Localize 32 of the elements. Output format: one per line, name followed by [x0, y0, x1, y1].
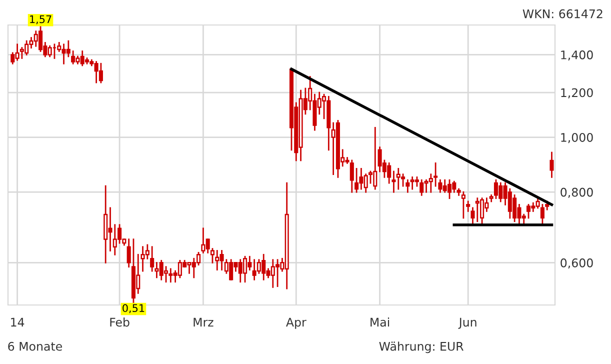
x-tick-label: Feb [110, 318, 130, 327]
x-tick-label: Apr [286, 318, 306, 329]
candlestick [71, 50, 76, 64]
candlestick [461, 191, 466, 219]
candlestick [164, 266, 168, 283]
x-tick-label: Jun [458, 318, 476, 329]
x-tick-label: Mrz [194, 318, 214, 326]
candlestick [434, 162, 438, 187]
candlestick [368, 170, 373, 184]
candlestick [447, 179, 452, 199]
candlestick [126, 238, 131, 268]
y-tick-label: 0,800 [560, 188, 593, 198]
x-tick-label: Mai [370, 318, 390, 327]
candlestick [98, 62, 103, 84]
y-tick-label: 1,000 [561, 133, 593, 144]
candlestick [354, 168, 359, 193]
candlestick [406, 179, 410, 193]
candlestick [526, 204, 531, 219]
annotation: 0,51 [122, 304, 144, 314]
text: WKN: 661472 [522, 9, 602, 18]
candlestick [145, 244, 150, 260]
candlestick [210, 248, 215, 264]
y-tick-label: 1,400 [561, 50, 593, 61]
x-tick-label: 14 [11, 318, 24, 326]
y-tick-label: 1,200 [561, 88, 593, 98]
text: Währung: EUR [379, 342, 464, 354]
candlestick [550, 152, 554, 178]
annotation: 1,57 [30, 15, 52, 24]
candlestick [150, 246, 154, 272]
text: 6 Monate [8, 342, 62, 351]
y-tick-label: 0,600 [560, 258, 593, 269]
candlestick [540, 204, 544, 226]
